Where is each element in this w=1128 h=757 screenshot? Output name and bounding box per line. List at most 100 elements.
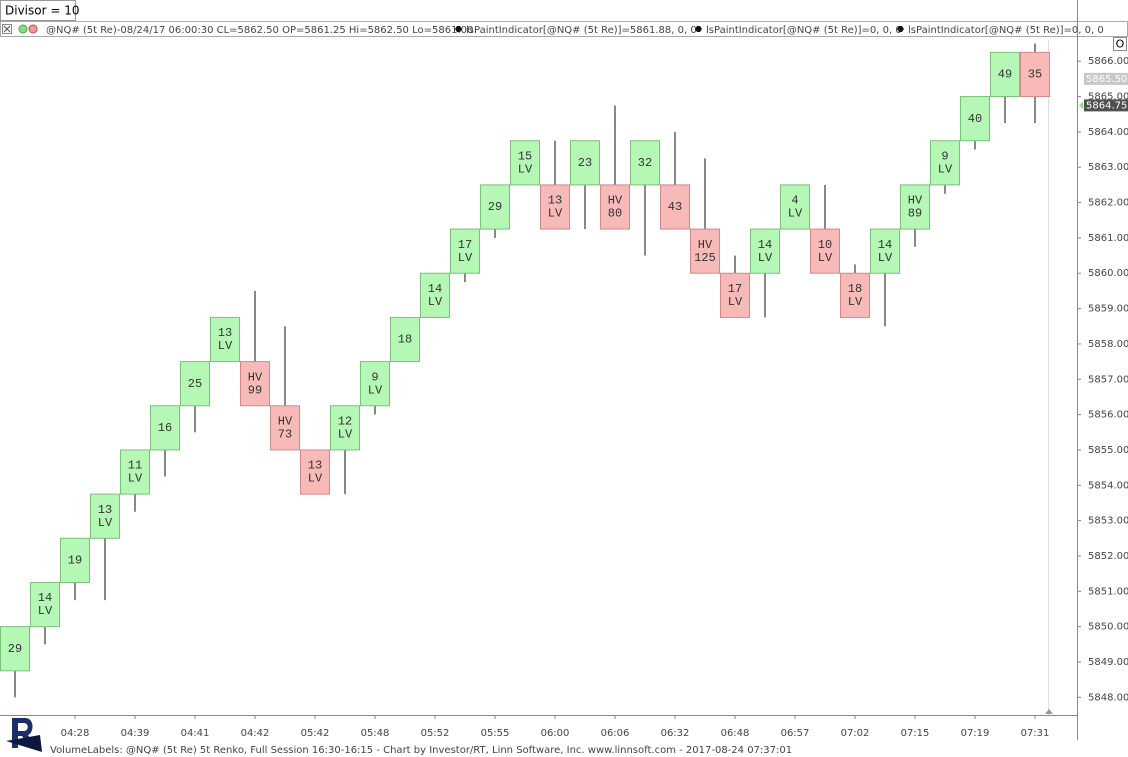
corner-button[interactable]	[1113, 37, 1127, 51]
brick	[960, 96, 990, 142]
volume-label: LV	[788, 207, 803, 221]
brick	[870, 228, 900, 274]
brick	[390, 316, 420, 363]
brick	[540, 184, 570, 230]
indicator-icon[interactable]	[18, 24, 28, 34]
volume-label: 35	[1028, 68, 1042, 82]
brick	[900, 184, 930, 230]
logo-swoosh	[6, 735, 42, 752]
y-tick-label: 5857.00	[1088, 374, 1128, 385]
y-tick-label: 5848.00	[1088, 692, 1128, 703]
volume-label: 17	[728, 282, 742, 296]
volume-label: HV	[908, 194, 923, 208]
logo	[6, 718, 42, 752]
x-tick-label: 07:15	[901, 728, 930, 739]
brick	[60, 537, 90, 583]
volume-label: 25	[188, 377, 202, 391]
volume-label: 43	[668, 200, 682, 214]
brick	[450, 228, 480, 274]
volume-label: 80	[608, 207, 622, 221]
volume-label: LV	[878, 251, 893, 265]
volume-label: 40	[968, 112, 982, 126]
volume-label: HV	[698, 238, 713, 252]
x-tick-label: 07:02	[841, 728, 870, 739]
brick	[720, 272, 750, 318]
y-tick-label: 5864.00	[1088, 127, 1128, 138]
x-tick-label: 04:41	[181, 728, 210, 739]
scroll-marker	[1045, 709, 1053, 714]
indicator-dot	[897, 26, 904, 32]
volume-label: 9	[371, 370, 378, 384]
x-tick-label: 05:42	[301, 728, 330, 739]
volume-label: LV	[818, 251, 833, 265]
brick	[120, 449, 150, 495]
volume-label: 89	[908, 207, 922, 221]
volume-label: LV	[98, 516, 113, 530]
y-tick-label: 5863.00	[1088, 162, 1128, 173]
brick	[270, 405, 300, 451]
y-tick-label: 5856.00	[1088, 410, 1128, 421]
indicator-dot	[455, 26, 462, 32]
footer: VolumeLabels: @NQ# (5t Re) 5t Renko, Ful…	[50, 745, 792, 756]
volume-label: 125	[694, 251, 716, 265]
volume-label: LV	[728, 295, 743, 309]
brick	[330, 405, 360, 451]
volume-label: 29	[8, 642, 22, 656]
x-tick-label: 06:00	[541, 728, 570, 739]
x-tick-label: 07:31	[1021, 728, 1050, 739]
volume-label: LV	[428, 295, 443, 309]
volume-label: 12	[338, 415, 352, 429]
price-marker	[1084, 72, 1128, 85]
x-tick-label: 06:32	[661, 728, 690, 739]
brick	[0, 626, 30, 672]
volume-label: 73	[278, 428, 292, 442]
y-tick-label: 5849.00	[1088, 657, 1128, 668]
close-icon-x	[3, 25, 11, 33]
volume-label: LV	[128, 472, 143, 486]
y-tick-label: 5852.00	[1088, 551, 1128, 562]
volume-label: 49	[998, 68, 1012, 82]
volume-label: 13	[98, 503, 112, 517]
x-tick-label: 05:48	[361, 728, 390, 739]
x-tick-label: 05:52	[421, 728, 450, 739]
indicator-icon[interactable]	[28, 24, 38, 34]
volume-label: 19	[68, 554, 82, 568]
brick	[660, 184, 690, 230]
brick	[30, 581, 60, 628]
x-tick-label: 05:55	[481, 728, 510, 739]
volume-label: 9	[941, 149, 948, 163]
divisor-box[interactable]	[0, 0, 76, 21]
brick	[570, 140, 600, 186]
y-tick-label: 5861.00	[1088, 233, 1128, 244]
volume-label: LV	[848, 295, 863, 309]
volume-label: LV	[38, 604, 53, 618]
x-tick-label: 06:06	[601, 728, 630, 739]
volume-label: LV	[938, 162, 953, 176]
volume-label: HV	[608, 194, 623, 208]
y-tick-label: 5860.00	[1088, 268, 1128, 279]
brick	[510, 140, 540, 186]
volume-label: 13	[308, 459, 322, 473]
brick	[480, 184, 510, 230]
corner-button-label: O	[1116, 38, 1125, 51]
last-price-arrow	[1079, 101, 1083, 110]
volume-label: 29	[488, 200, 502, 214]
brick	[990, 51, 1020, 98]
y-tick-label: 5853.00	[1088, 516, 1128, 527]
volume-label: 14	[758, 238, 772, 252]
chart-title: @NQ# (5t Re)-08/24/17 06:00:30 CL=5862.5…	[46, 25, 473, 36]
brick	[1020, 51, 1050, 98]
volume-label: LV	[308, 472, 323, 486]
brick	[750, 228, 780, 274]
price-marker-label: 5865.50	[1086, 74, 1127, 85]
y-tick-label: 5851.00	[1088, 586, 1128, 597]
indicator-value: lsPaintIndicator[@NQ# (5t Re)]=0, 0, 0	[706, 25, 902, 36]
volume-label: 17	[458, 238, 472, 252]
brick	[90, 493, 120, 539]
indicator-value: lsPaintIndicator[@NQ# (5t Re)]=0, 0, 0	[908, 25, 1104, 36]
volume-label: 4	[791, 194, 798, 208]
price-marker	[1084, 99, 1128, 112]
brick	[420, 272, 450, 318]
